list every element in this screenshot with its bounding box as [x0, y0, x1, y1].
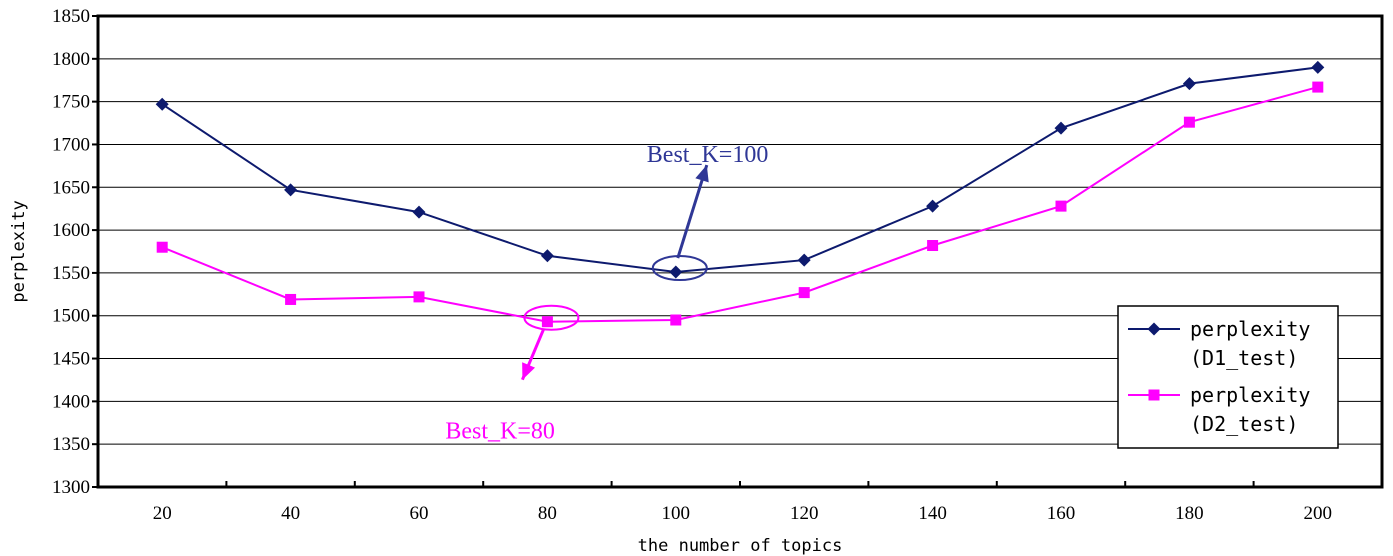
legend-entry: perplexity (D2_test) — [1128, 383, 1310, 436]
x-axis-ticks: 20 40 60 80 100 120 140 160 180 200 — [153, 481, 1332, 524]
legend-marker — [1147, 322, 1161, 336]
y-tick-label: 1350 — [52, 434, 90, 455]
x-tick-label: 100 — [662, 503, 691, 524]
legend-label: perplexity — [1190, 383, 1310, 407]
legend-label: (D1_test) — [1190, 346, 1298, 370]
y-tick-label: 1600 — [52, 220, 90, 241]
x-tick-label: 120 — [790, 503, 819, 524]
annotation-label: Best_K=80 — [445, 419, 555, 445]
data-point — [798, 287, 810, 299]
data-point — [1312, 81, 1324, 93]
data-point — [1054, 121, 1068, 135]
y-tick-label: 1850 — [52, 6, 90, 27]
series-line — [161, 66, 1318, 274]
y-tick-label: 1550 — [52, 263, 90, 284]
series-2 — [156, 81, 1324, 328]
legend-label: perplexity — [1190, 317, 1310, 341]
y-axis-title: perplexity — [9, 200, 29, 302]
data-point — [1311, 60, 1325, 74]
y-tick-label: 1800 — [52, 49, 90, 70]
y-tick-label: 1300 — [52, 477, 90, 498]
data-point — [669, 265, 683, 279]
legend-entry: perplexity (D1_test) — [1128, 317, 1310, 370]
x-tick-label: 200 — [1304, 503, 1333, 524]
data-point — [284, 183, 298, 197]
y-tick-label: 1500 — [52, 306, 90, 327]
annotation-ellipse — [651, 255, 708, 282]
y-tick-label: 1450 — [52, 349, 90, 370]
data-point — [1055, 200, 1067, 212]
x-tick-label: 60 — [410, 503, 429, 524]
x-axis-title: the number of topics — [638, 536, 843, 556]
data-point — [156, 241, 168, 253]
series — [155, 60, 1325, 328]
data-point — [155, 97, 169, 111]
y-tick-label: 1700 — [52, 134, 90, 155]
annotation-label: Best_K=100 — [647, 142, 769, 168]
data-point — [540, 249, 554, 263]
x-tick-label: 80 — [538, 503, 557, 524]
y-tick-label: 1750 — [52, 92, 90, 113]
x-tick-label: 40 — [281, 503, 300, 524]
legend-marker — [1148, 389, 1160, 401]
gridlines — [98, 58, 1382, 445]
y-tick-label: 1400 — [52, 391, 90, 412]
y-axis-ticks: 1300 1350 1400 1450 1500 1550 1600 1650 1700 1750… — [52, 6, 98, 498]
annotation-1: Best_K=100 — [647, 142, 769, 282]
annotations: Best_K=100 Best_K=80 — [445, 142, 768, 445]
series-line — [161, 86, 1319, 323]
annotation-ellipse — [523, 304, 580, 331]
annotation-arrow — [676, 164, 709, 259]
data-point — [926, 199, 940, 213]
legend: perplexity (D1_test) perplexity (D2_test) — [1117, 305, 1339, 449]
data-point — [1183, 116, 1195, 128]
data-point — [927, 240, 939, 252]
annotation-2: Best_K=80 — [445, 304, 580, 445]
x-tick-label: 20 — [153, 503, 172, 524]
data-point — [413, 291, 425, 303]
data-point — [1182, 77, 1196, 91]
data-point — [541, 316, 553, 328]
legend-label: (D2_test) — [1190, 412, 1298, 436]
x-tick-label: 140 — [918, 503, 947, 524]
series-1 — [155, 60, 1325, 279]
y-tick-label: 1650 — [52, 177, 90, 198]
data-point — [412, 205, 426, 219]
data-point — [797, 253, 811, 267]
data-point — [285, 293, 297, 305]
annotation-arrowhead — [695, 165, 709, 183]
x-tick-label: 180 — [1175, 503, 1204, 524]
data-point — [670, 314, 682, 326]
annotation-arrowhead — [522, 362, 536, 380]
x-tick-label: 160 — [1047, 503, 1076, 524]
